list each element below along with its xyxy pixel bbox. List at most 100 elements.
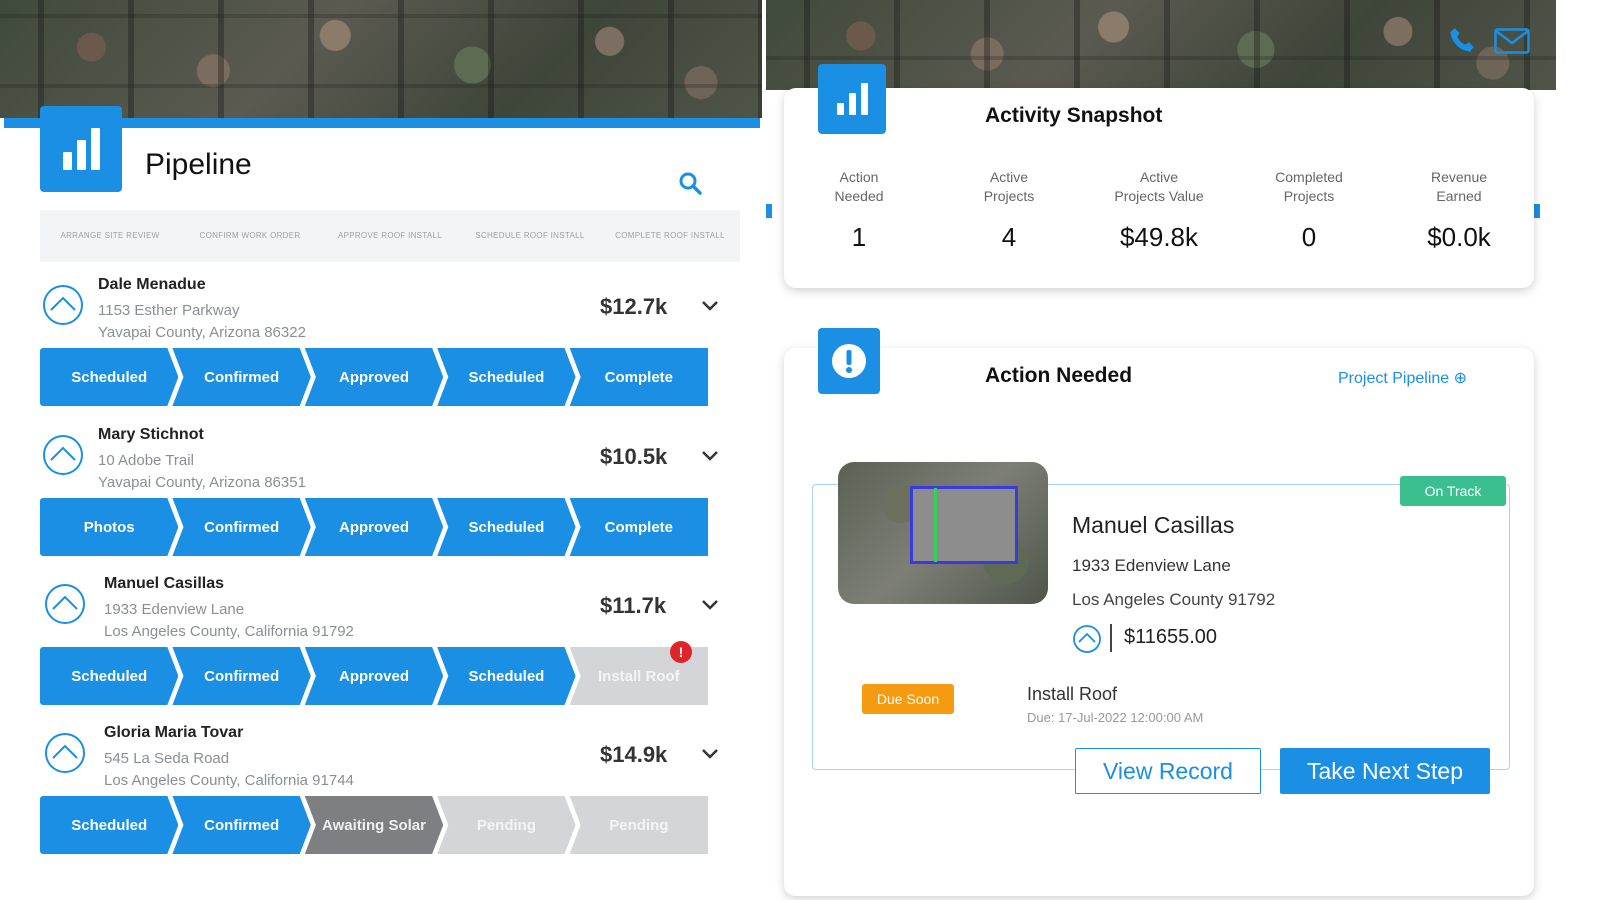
stat-label-line: Action [839,169,879,185]
stat-active-projects: Active Projects 4 [934,168,1084,253]
stage-progress: Scheduled Confirmed Approved Scheduled C… [40,348,709,406]
view-record-button[interactable]: View Record [1075,748,1261,794]
project-amount: $14.9k [600,742,668,767]
accent-strip [766,204,772,218]
stat-action-needed: Action Needed 1 [784,168,934,253]
alert-icon [818,328,880,394]
stage-step[interactable]: Scheduled [40,348,179,406]
address-line: 545 La Seda Road [104,750,230,767]
stage-step[interactable]: Scheduled [437,498,576,556]
project-card[interactable]: Gloria Maria Tovar 545 La Seda Road Los … [40,720,740,870]
project-address: 1933 Edenview Lane Los Angeles County, C… [104,599,354,643]
stage-header-label: CONFIRM WORK ORDER [199,231,301,240]
project-name: Manuel Casillas [104,575,225,592]
chevron-down-icon[interactable] [700,595,720,615]
roof-icon [45,733,85,773]
stat-label-line: Active [1139,169,1179,185]
stat-label-line: Earned [1436,188,1482,204]
stage-step[interactable]: Approved [304,647,444,705]
alert-badge: ! [670,641,692,663]
roof-icon [43,285,83,325]
take-next-step-button[interactable]: Take Next Step [1280,748,1490,794]
address-line: 1153 Esther Parkway [98,302,240,319]
project-card[interactable]: Dale Menadue 1153 Esther Parkway Yavapai… [40,272,740,422]
stat-label-line: Projects Value [1114,188,1204,204]
record-name: Manuel Casillas [1072,512,1235,538]
stat-label-line: Active [989,169,1029,185]
aerial-header-image [0,0,762,118]
address-line: 10 Adobe Trail [98,452,194,469]
stage-step[interactable]: Awaiting Solar [304,796,444,854]
stage-header-label: ARRANGE SITE REVIEW [60,231,160,240]
stage-step[interactable]: Confirmed [172,647,311,705]
stage-step[interactable]: Approved [304,498,444,556]
project-card[interactable]: Manuel Casillas 1933 Edenview Lane Los A… [40,571,740,721]
stat-revenue-earned: Revenue Earned $0.0k [1384,168,1534,253]
stat-label-line: Projects [983,188,1035,204]
stat-label: Action Needed [784,168,934,208]
search-icon[interactable] [677,170,703,196]
stage-header: ARRANGE SITE REVIEW CONFIRM WORK ORDER A… [40,210,740,262]
stage-step[interactable]: Pending [569,796,709,854]
divider [1110,624,1112,652]
stage-progress: Photos Confirmed Approved Scheduled Comp… [40,498,709,556]
record-county: Los Angeles County 91792 [1072,590,1276,609]
project-pipeline-link[interactable]: Project Pipeline ⊕ [1338,370,1468,387]
stage-step[interactable]: Scheduled [40,796,179,854]
mail-icon[interactable] [1494,28,1530,54]
county-line: Yavapai County, Arizona 86322 [98,324,306,341]
stage-header-label: APPROVE ROOF INSTALL [337,231,443,240]
stat-value: 1 [851,222,867,252]
project-name: Dale Menadue [98,276,206,293]
stat-label: Active Projects [934,168,1084,208]
stat-label: Completed Projects [1234,168,1384,208]
stat-label-line: Revenue [1430,169,1488,185]
stat-label: Active Projects Value [1084,168,1234,208]
project-name: Mary Stichnot [98,426,204,443]
roof-icon [1073,625,1101,653]
stage-step[interactable]: Complete [569,498,709,556]
chevron-down-icon[interactable] [700,446,720,466]
action-needed-card [784,348,1534,896]
stage-progress: Scheduled Confirmed Awaiting Solar Pendi… [40,796,709,854]
address-line: 1933 Edenview Lane [104,601,245,618]
accent-strip [1534,204,1540,218]
due-soon-badge: Due Soon [862,684,954,714]
aerial-header-image [766,0,1556,90]
chevron-down-icon[interactable] [700,296,720,316]
stat-label-line: Needed [834,188,884,204]
stage-step[interactable]: Pending [437,796,576,854]
project-address: 10 Adobe Trail Yavapai County, Arizona 8… [98,450,306,494]
stage-step[interactable]: Photos [40,498,179,556]
stage-header-label: SCHEDULE ROOF INSTALL [475,231,585,240]
stage-step[interactable]: Confirmed [172,796,311,854]
stage-step[interactable]: Scheduled [40,647,179,705]
roof-icon [45,584,85,624]
snapshot-title: Activity Snapshot [985,104,1163,127]
stat-active-projects-value: Active Projects Value $49.8k [1084,168,1234,253]
stage-header-label: COMPLETE ROOF INSTALL [615,231,725,240]
roof-outline [910,486,1018,564]
stage-step[interactable]: Scheduled [437,647,576,705]
record-address: 1933 Edenview Lane [1072,556,1231,575]
chevron-down-icon[interactable] [700,744,720,764]
project-card[interactable]: Mary Stichnot 10 Adobe Trail Yavapai Cou… [40,422,740,572]
stage-step[interactable]: Confirmed [172,498,311,556]
project-amount: $11.7k [600,593,667,618]
stage-step[interactable]: Complete [569,348,709,406]
project-address: 1153 Esther Parkway Yavapai County, Ariz… [98,300,306,344]
roof-icon [43,435,83,475]
stat-value: 0 [1301,222,1317,252]
status-badge: On Track [1400,476,1506,506]
roof-aerial-thumbnail [838,462,1048,604]
phone-icon[interactable] [1448,26,1476,54]
stage-step[interactable]: Scheduled [437,348,576,406]
stat-value: $0.0k [1427,222,1491,252]
stage-step[interactable]: Confirmed [172,348,311,406]
project-amount: $12.7k [600,294,668,319]
project-address: 545 La Seda Road Los Angeles County, Cal… [104,748,354,792]
county-line: Los Angeles County, California 91744 [104,772,354,789]
stat-completed-projects: Completed Projects 0 [1234,168,1384,253]
stage-step[interactable]: Approved [304,348,444,406]
